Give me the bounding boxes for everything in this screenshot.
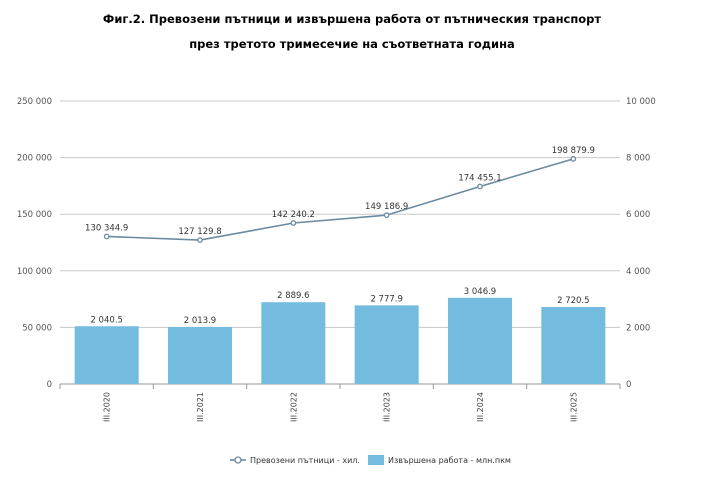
line-data-label: 127 129.8 xyxy=(178,227,221,237)
y-left-tick-label: 100 000 xyxy=(17,267,52,277)
line-data-label: 142 240.2 xyxy=(272,210,315,220)
chart-title-line1: Фиг.2. Превозени пътници и извършена раб… xyxy=(102,12,602,26)
line-point xyxy=(383,212,390,218)
legend-line-label: Превозени пътници - хил. xyxy=(250,456,360,465)
x-category-label: III.2021 xyxy=(196,392,205,422)
line-point xyxy=(570,156,577,162)
x-category-label: III.2025 xyxy=(569,392,578,422)
line-point xyxy=(103,233,110,240)
line-point xyxy=(290,220,297,226)
line-data-label: 149 186.9 xyxy=(365,202,408,212)
y-left-tick-label: 0 xyxy=(47,380,52,390)
bar-data-label: 2 013.9 xyxy=(184,316,216,326)
bar xyxy=(541,307,606,384)
x-category-label: III.2023 xyxy=(383,392,392,422)
line-series xyxy=(106,158,574,241)
bar-data-label: 2 040.5 xyxy=(90,315,122,325)
y-right-tick-label: 8 000 xyxy=(626,154,650,164)
x-category-label: III.2024 xyxy=(476,392,485,422)
line-data-label: 130 344.9 xyxy=(85,223,128,233)
y-right-tick-label: 0 xyxy=(626,380,631,390)
legend-bar-swatch xyxy=(368,455,384,465)
line-data-label: 198 879.9 xyxy=(552,146,595,156)
bar xyxy=(448,297,512,384)
bar xyxy=(261,302,326,384)
bar xyxy=(354,305,419,384)
y-left-tick-label: 50 000 xyxy=(22,323,52,333)
legend-line-marker xyxy=(234,456,242,464)
bar-data-label: 2 720.5 xyxy=(557,296,589,306)
y-left-tick-label: 150 000 xyxy=(17,210,52,220)
x-category-label: III.2022 xyxy=(289,392,298,422)
chart-title-line2: през третото тримесечие на съответната г… xyxy=(189,37,515,51)
y-left-tick-label: 200 000 xyxy=(17,154,52,164)
line-point xyxy=(477,183,483,190)
bar-data-label: 2 889.6 xyxy=(277,291,309,301)
y-right-tick-label: 6 000 xyxy=(626,210,650,220)
y-left-tick-label: 250 000 xyxy=(17,97,52,107)
x-category-label: III.2020 xyxy=(103,392,112,422)
bar-data-label: 2 777.9 xyxy=(370,294,402,304)
line-point xyxy=(197,237,203,243)
y-right-tick-label: 2 000 xyxy=(626,323,650,333)
line-data-label: 174 455.1 xyxy=(458,174,501,184)
bar xyxy=(168,327,232,384)
y-right-tick-label: 10 000 xyxy=(626,97,656,107)
bar xyxy=(74,326,139,384)
y-right-tick-label: 4 000 xyxy=(626,267,650,277)
bar-data-label: 3 046.9 xyxy=(464,287,496,297)
legend-bar-label: Извършена работа - млн.пкм xyxy=(388,456,511,465)
